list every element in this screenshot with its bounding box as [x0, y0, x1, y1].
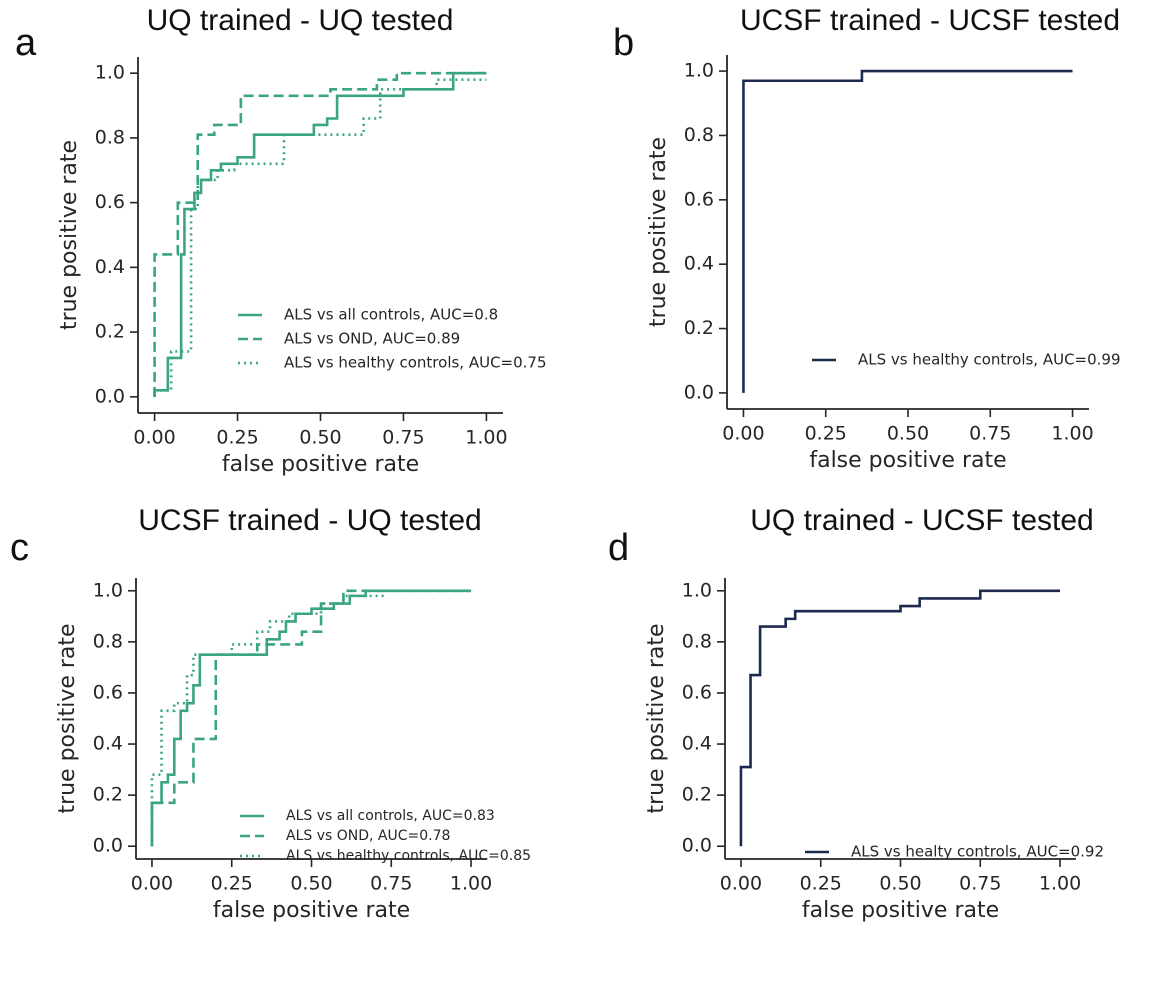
y-tick-label: 0.6 [95, 191, 125, 213]
x-tick-label: 0.75 [370, 873, 412, 895]
legend-label: ALS vs healthy controls, AUC=0.75 [284, 354, 547, 372]
x-tick-label: 0.00 [131, 873, 173, 895]
x-tick-label: 1.00 [1051, 423, 1093, 445]
x-tick-label: 0.50 [887, 423, 929, 445]
y-tick-label: 0.0 [95, 385, 125, 407]
x-tick-label: 0.00 [720, 873, 762, 895]
x-tick-label: 1.00 [1039, 873, 1081, 895]
y-tick-label: 0.6 [684, 188, 714, 210]
y-axis-label: true positive rate [57, 140, 82, 330]
y-tick-label: 0.2 [684, 317, 714, 339]
x-tick-label: 1.00 [450, 873, 492, 895]
legend-label: ALS vs healthy controls, AUC=0.85 [286, 848, 531, 864]
y-tick-label: 0.6 [93, 681, 123, 703]
y-tick-label: 0.0 [93, 835, 123, 857]
y-tick-label: 1.0 [93, 579, 123, 601]
y-tick-label: 0.8 [682, 630, 712, 652]
chart-title: UCSF trained - UCSF tested [740, 4, 1120, 37]
x-tick-label: 0.50 [290, 873, 332, 895]
x-tick-label: 1.00 [465, 427, 507, 449]
y-tick-label: 0.8 [93, 630, 123, 652]
y-axis-label: true positive rate [644, 623, 669, 813]
panel-label: c [10, 527, 29, 569]
y-tick-label: 1.0 [95, 62, 125, 84]
roc-line [153, 78, 487, 397]
legend-label: ALS vs OND, AUC=0.78 [286, 828, 450, 844]
x-axis-label: false positive rate [809, 448, 1006, 473]
chart-title: UQ trained - UCSF tested [750, 504, 1093, 537]
x-tick-label: 0.75 [969, 423, 1011, 445]
x-axis-label: false positive rate [802, 898, 999, 923]
roc-line [150, 589, 472, 847]
roc-line [150, 589, 472, 847]
y-tick-label: 0.8 [684, 124, 714, 146]
y-tick-label: 0.2 [93, 784, 123, 806]
x-axis-label: false positive rate [222, 452, 419, 477]
x-tick-label: 0.25 [800, 873, 842, 895]
y-axis-label: true positive rate [646, 137, 671, 327]
roc-line [739, 589, 1061, 847]
chart-title: UCSF trained - UQ tested [138, 504, 481, 537]
legend-label: ALS vs healty controls, AUC=0.92 [851, 843, 1104, 861]
roc-line [153, 71, 487, 397]
chart-title: UQ trained - UQ tested [147, 4, 454, 37]
y-tick-label: 0.4 [93, 733, 123, 755]
x-tick-label: 0.25 [805, 423, 847, 445]
legend-label: ALS vs healthy controls, AUC=0.99 [858, 351, 1121, 369]
x-tick-label: 0.75 [382, 427, 424, 449]
panel-label: d [608, 527, 629, 569]
x-tick-label: 0.00 [133, 427, 175, 449]
x-tick-label: 0.25 [216, 427, 258, 449]
y-tick-label: 0.8 [95, 126, 125, 148]
y-tick-label: 0.4 [684, 253, 714, 275]
x-tick-label: 0.75 [959, 873, 1001, 895]
y-axis-label: true positive rate [55, 623, 80, 813]
roc-line [742, 69, 1073, 393]
y-tick-label: 1.0 [684, 60, 714, 82]
y-tick-label: 0.4 [682, 733, 712, 755]
y-tick-label: 0.4 [95, 256, 125, 278]
y-tick-label: 1.0 [682, 579, 712, 601]
y-tick-label: 0.2 [95, 321, 125, 343]
y-tick-label: 0.0 [682, 835, 712, 857]
y-tick-label: 0.2 [682, 784, 712, 806]
x-tick-label: 0.25 [211, 873, 253, 895]
legend-label: ALS vs OND, AUC=0.89 [284, 330, 460, 348]
x-axis-label: false positive rate [213, 898, 410, 923]
x-tick-label: 0.00 [722, 423, 764, 445]
y-tick-label: 0.6 [682, 681, 712, 703]
x-tick-label: 0.50 [879, 873, 921, 895]
legend-label: ALS vs all controls, AUC=0.83 [286, 808, 495, 824]
legend-label: ALS vs all controls, AUC=0.8 [284, 306, 498, 324]
x-tick-label: 0.50 [299, 427, 341, 449]
panel-label: b [613, 22, 634, 64]
panel-label: a [15, 22, 37, 64]
y-tick-label: 0.0 [684, 381, 714, 403]
roc-line [153, 71, 487, 397]
